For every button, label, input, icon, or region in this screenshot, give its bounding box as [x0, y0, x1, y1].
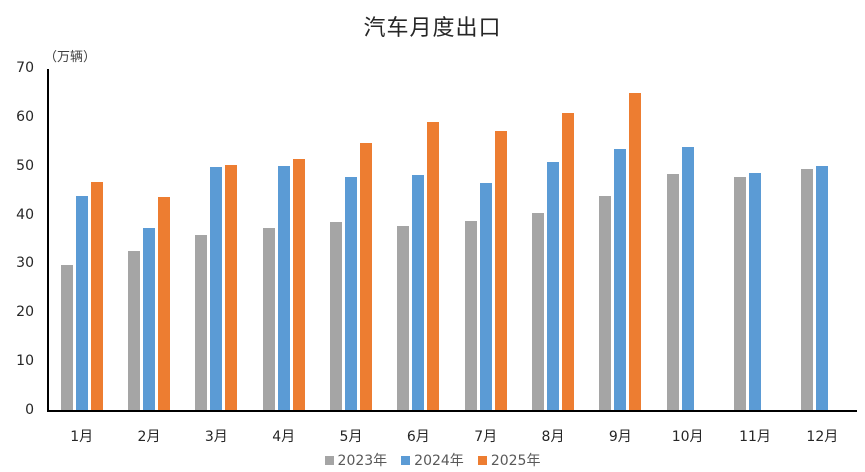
bar-2025年-5月 — [359, 141, 373, 411]
y-tick-label: 40 — [16, 206, 34, 223]
bar-2023年-12月 — [800, 167, 815, 411]
bar-2023年-1月 — [59, 263, 74, 411]
bar-2023年-4月 — [261, 227, 276, 411]
bar-2024年-1月 — [74, 195, 89, 411]
x-tick-label: 7月 — [474, 429, 498, 445]
bar-2024年-10月 — [680, 146, 695, 411]
x-tick-label: 5月 — [339, 429, 363, 445]
bar-2025年-8月 — [561, 112, 575, 411]
legend: 2023年 2024年 2025年 — [0, 450, 865, 470]
x-tick-label: 3月 — [204, 429, 228, 445]
bar-2023年-9月 — [598, 194, 613, 411]
y-tick-label: 30 — [16, 255, 34, 272]
bar-2024年-4月 — [276, 164, 291, 411]
y-tick-label: 10 — [16, 353, 34, 370]
legend-label: 2025年 — [490, 453, 541, 469]
y-tick-label: 60 — [16, 108, 34, 125]
bar-2023年-3月 — [194, 234, 209, 411]
x-tick-label: 10月 — [671, 429, 704, 445]
legend-item-2025: 2025年 — [477, 450, 541, 470]
x-tick-label: 11月 — [739, 429, 771, 445]
bar-2023年-11月 — [733, 175, 747, 411]
x-tick-label: 12月 — [806, 429, 839, 445]
x-tick-label: 6月 — [406, 429, 430, 445]
legend-label: 2023年 — [337, 453, 388, 469]
bar-2023年-5月 — [329, 220, 343, 411]
bar-2024年-3月 — [209, 166, 224, 411]
y-tick-label: 50 — [16, 157, 34, 174]
bar-2023年-7月 — [463, 220, 478, 411]
bar-2024年-8月 — [546, 160, 560, 411]
legend-swatch-icon — [324, 455, 334, 465]
y-tick-label: 0 — [25, 402, 34, 418]
bar-2024年-7月 — [478, 182, 493, 411]
bar-2023年-8月 — [531, 212, 545, 411]
x-tick-label: 4月 — [272, 429, 296, 445]
y-axis-line — [47, 69, 49, 412]
bar-2023年-10月 — [665, 173, 680, 411]
x-tick-label: 2月 — [137, 429, 161, 445]
bar-2024年-12月 — [815, 164, 830, 411]
bar-2024年-5月 — [344, 175, 358, 411]
bar-2024年-9月 — [613, 148, 628, 411]
x-axis-line — [47, 410, 857, 412]
bar-2025年-1月 — [89, 180, 104, 411]
legend-label: 2024年 — [414, 453, 464, 469]
bar-2024年-6月 — [411, 174, 426, 411]
x-tick-label: 9月 — [608, 429, 632, 445]
chart-title: 汽车月度出口 — [363, 16, 502, 41]
bar-2023年-2月 — [127, 250, 141, 411]
x-tick-label: 8月 — [541, 429, 565, 445]
bar-2024年-2月 — [142, 226, 156, 411]
bar-2025年-3月 — [224, 164, 239, 411]
y-tick-label: 20 — [16, 304, 34, 321]
legend-swatch-icon — [401, 455, 411, 465]
bar-2025年-9月 — [628, 92, 643, 411]
bar-2025年-2月 — [157, 196, 171, 411]
bar-2025年-7月 — [493, 130, 508, 411]
bar-2025年-4月 — [291, 158, 306, 411]
x-tick-label: 1月 — [70, 429, 94, 445]
legend-swatch-icon — [477, 455, 487, 465]
bar-2025年-6月 — [426, 121, 441, 411]
y-axis-unit-label: （万辆） — [44, 50, 97, 65]
bar-2024年-11月 — [748, 172, 762, 411]
bar-2023年-6月 — [396, 224, 411, 411]
legend-item-2024: 2024年 — [401, 450, 464, 470]
y-tick-label: 70 — [16, 60, 34, 76]
legend-item-2023: 2023年 — [324, 450, 388, 470]
